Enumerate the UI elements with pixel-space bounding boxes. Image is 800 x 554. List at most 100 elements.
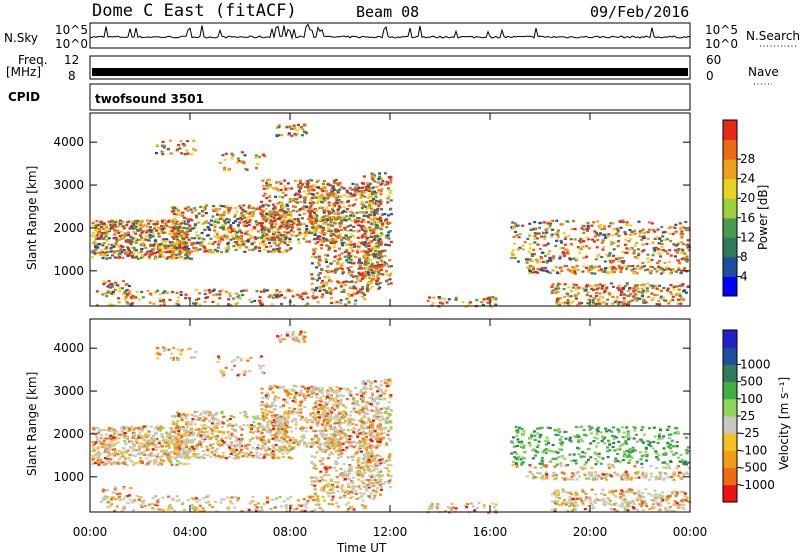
scatter-cell: [205, 204, 209, 207]
scatter-cell: [242, 204, 246, 207]
scatter-cell: [320, 240, 324, 243]
scatter-cell: [262, 184, 266, 188]
scatter-cell: [356, 220, 360, 223]
scatter-cell: [215, 231, 219, 234]
scatter-cell: [207, 288, 211, 292]
scatter-cell: [272, 446, 276, 449]
scatter-cell: [206, 436, 210, 439]
scatter-cell: [138, 428, 141, 431]
scatter-cell: [380, 200, 383, 203]
scatter-cell: [128, 454, 132, 457]
scatter-cell: [617, 303, 621, 306]
scatter-cell: [221, 205, 225, 208]
scatter-cell: [200, 231, 204, 235]
scatter-cell: [321, 222, 325, 226]
scatter-cell: [126, 246, 130, 249]
scatter-cell: [671, 232, 675, 235]
scatter-cell: [651, 241, 655, 244]
scatter-cell: [169, 427, 173, 430]
scatter-cell: [267, 182, 271, 185]
scatter-cell: [215, 293, 219, 296]
scatter-cell: [367, 189, 371, 193]
scatter-cell: [262, 403, 266, 407]
scatter-cell: [313, 217, 317, 220]
scatter-cell: [325, 291, 329, 294]
scatter-cell: [268, 184, 272, 187]
scatter-cell: [602, 233, 606, 236]
scatter-cell: [337, 234, 341, 237]
scatter-cell: [356, 230, 360, 233]
scatter-cell: [617, 289, 621, 292]
scatter-cell: [243, 216, 247, 219]
scatter-cell: [685, 260, 689, 263]
colorbar-tick-label: 24: [740, 172, 755, 186]
scatter-cell: [146, 439, 149, 442]
scatter-cell: [196, 221, 200, 224]
scatter-cell: [178, 253, 181, 256]
scatter-cell: [594, 231, 598, 234]
scatter-cell: [339, 263, 342, 266]
scatter-cell: [486, 301, 490, 304]
scatter-cell: [236, 238, 240, 241]
scatter-cell: [120, 250, 124, 254]
scatter-cell: [307, 388, 311, 391]
scatter-cell: [110, 444, 114, 447]
scatter-cell: [119, 222, 123, 225]
scatter-cell: [167, 225, 171, 228]
scatter-cell: [311, 295, 315, 298]
scatter-cell: [105, 447, 109, 450]
scatter-cell: [257, 422, 261, 425]
scatter-cell: [127, 284, 131, 288]
scatter-cell: [91, 256, 95, 259]
scatter-cell: [357, 261, 361, 264]
scatter-cell: [359, 288, 362, 291]
scatter-cell: [258, 222, 262, 225]
scatter-cell: [333, 425, 337, 429]
scatter-cell: [377, 254, 381, 257]
scatter-cell: [307, 231, 311, 234]
scatter-cell: [317, 264, 321, 267]
scatter-cell: [256, 417, 260, 420]
scatter-cell: [153, 225, 157, 228]
scatter-cell: [137, 251, 140, 254]
scatter-cell: [355, 188, 359, 191]
colorbar-swatch: [723, 120, 737, 141]
scatter-cell: [254, 156, 258, 159]
scatter-cell: [198, 429, 201, 432]
scatter-cell: [230, 152, 234, 155]
scatter-cell: [95, 436, 99, 439]
scatter-cell: [548, 226, 552, 229]
scatter-cell: [277, 421, 281, 424]
scatter-cell: [144, 224, 148, 227]
scatter-cell: [364, 259, 368, 262]
scatter-cell: [329, 233, 333, 236]
scatter-cell: [274, 432, 278, 435]
scatter-cell: [573, 268, 577, 271]
scatter-cell: [165, 257, 169, 260]
scatter-cell: [596, 284, 600, 287]
scatter-cell: [108, 436, 112, 439]
scatter-cell: [541, 269, 545, 272]
scatter-cell: [236, 301, 240, 305]
scatter-cell: [584, 266, 588, 269]
scatter-cell: [266, 235, 270, 238]
scatter-cell: [285, 249, 289, 252]
scatter-cell: [556, 231, 560, 234]
scatter-cell: [247, 212, 251, 215]
scatter-cell: [198, 248, 202, 251]
scatter-cell: [585, 294, 589, 297]
scatter-cell: [526, 237, 530, 240]
scatter-cell: [300, 134, 304, 137]
scatter-cell: [599, 232, 603, 235]
scatter-cell: [292, 209, 295, 212]
scatter-cell: [384, 270, 388, 273]
scatter-cell: [361, 234, 365, 237]
scatter-cell: [265, 179, 269, 182]
scatter-cell: [179, 234, 183, 237]
scatter-cell: [221, 432, 225, 435]
scatter-cell: [91, 221, 95, 224]
scatter-cell: [642, 289, 646, 292]
scatter-cell: [143, 435, 147, 438]
scatter-cell: [117, 301, 121, 304]
scatter-cell: [107, 451, 111, 454]
